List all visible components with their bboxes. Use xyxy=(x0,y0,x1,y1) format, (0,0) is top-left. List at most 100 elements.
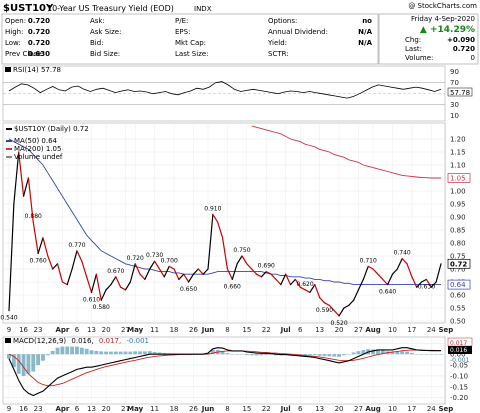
macd-hist-bar xyxy=(11,354,16,368)
x-tick-label: 6 xyxy=(298,326,303,334)
price-segment xyxy=(42,237,49,257)
x-tick-label: 11 xyxy=(150,405,159,413)
macd-signal-line xyxy=(8,349,441,387)
price-segment xyxy=(18,151,25,197)
price-segment xyxy=(168,265,175,270)
quote-label: EPS: xyxy=(175,28,190,36)
price-segment xyxy=(391,268,398,275)
macd-hist-bar xyxy=(21,354,26,376)
price-segment xyxy=(13,151,20,205)
macd-hist-bar xyxy=(322,354,327,357)
quote-box xyxy=(1,13,379,65)
macd-hist-bar xyxy=(89,350,94,355)
macd-hist-bar xyxy=(108,351,113,355)
ma50-line xyxy=(8,138,441,286)
x-tick-label: 9 xyxy=(7,326,11,334)
quote-value: N/A xyxy=(358,28,372,36)
price-segment xyxy=(319,297,326,304)
x-tick-label: 20 xyxy=(335,405,344,413)
quote-label: Mkt Cap: xyxy=(175,39,206,47)
price-segment xyxy=(110,276,117,286)
macd-hist-bar xyxy=(361,350,366,355)
x-tick-label: 18 xyxy=(170,405,179,413)
price-segment xyxy=(328,304,335,312)
price-segment xyxy=(183,273,190,283)
quote-label: Annual Dividend: xyxy=(268,28,328,36)
macd-hist-bar xyxy=(341,354,346,356)
quote-value: 0.720 xyxy=(28,39,50,47)
macd-hist-bar xyxy=(220,350,225,355)
ma200-line xyxy=(251,125,441,179)
macd-hist-bar xyxy=(118,351,123,355)
macd-hist-bar xyxy=(395,351,400,355)
price-segment xyxy=(435,263,442,283)
price-segment xyxy=(37,237,44,254)
price-segment xyxy=(217,221,224,239)
price-tick-label: 0.50 xyxy=(450,318,466,326)
macd-hist-bar xyxy=(94,350,99,355)
price-segment xyxy=(197,268,204,275)
price-data-label: 0.740 xyxy=(394,250,411,257)
x-tick-label: 6 xyxy=(75,405,80,413)
price-data-label: 0.750 xyxy=(233,247,250,254)
macd-hist-bar xyxy=(36,354,41,366)
summary-box xyxy=(378,13,479,65)
value-tag-text: 1.05 xyxy=(450,175,466,183)
quote-value: no xyxy=(362,17,372,25)
x-tick-label: 15 xyxy=(242,326,251,334)
x-tick-label: 20 xyxy=(335,326,344,334)
quote-label: Prev Close: xyxy=(5,50,44,58)
price-segment xyxy=(90,273,97,293)
quote-label: High: xyxy=(5,28,23,36)
price-segment xyxy=(212,213,219,223)
x-tick-label: 22 xyxy=(262,326,271,334)
price-tick-label: 0.55 xyxy=(450,305,466,313)
price-frame xyxy=(2,122,446,324)
price-data-label: 0.710 xyxy=(360,257,377,264)
macd-hist-bar xyxy=(31,354,36,372)
macd-hist-bar xyxy=(405,351,409,355)
x-tick-label: 15 xyxy=(242,405,251,413)
quote-label: Bid: xyxy=(90,39,104,47)
price-segment xyxy=(280,273,287,286)
x-tick-label: Apr xyxy=(55,405,69,413)
macd-value-line: 0.016, xyxy=(71,337,93,345)
macd-legend-icon xyxy=(5,338,11,343)
quote-label: Yield: xyxy=(267,39,287,47)
x-tick-label: 27 xyxy=(354,326,363,334)
price-segment xyxy=(66,268,73,286)
legend-price: $UST10Y (Daily) 0.72 xyxy=(14,125,89,133)
macd-hist-bar xyxy=(152,352,157,355)
x-tick-label: Sep xyxy=(438,326,453,334)
price-segment xyxy=(348,299,355,306)
macd-hist-bar xyxy=(264,354,269,356)
price-data-label: 0.520 xyxy=(330,320,347,327)
price-segment xyxy=(367,265,374,270)
price-segment xyxy=(338,307,345,317)
macd-label-prefix: MACD(12,26,9) xyxy=(13,337,66,345)
macd-hist-bar xyxy=(60,346,65,355)
legend-volume: Volume undef xyxy=(14,153,63,161)
price-tick-label: 0.95 xyxy=(450,201,466,209)
macd-hist-bar xyxy=(138,351,142,355)
macd-frame xyxy=(2,336,446,405)
price-data-label: 0.620 xyxy=(296,281,313,288)
change-label: Chg: xyxy=(405,36,421,44)
macd-hist-bar xyxy=(269,354,274,355)
price-segment xyxy=(285,273,292,286)
macd-hist-bar xyxy=(99,351,104,355)
rsi-label: RSI(14) 57.78 xyxy=(13,66,61,74)
price-data-label: 0.910 xyxy=(204,205,221,212)
price-segment xyxy=(241,255,248,265)
rsi-tick-label: 10 xyxy=(450,112,459,120)
x-tick-label: 20 xyxy=(102,405,111,413)
x-tick-label: 20 xyxy=(102,326,111,334)
price-segment xyxy=(32,221,39,254)
price-data-label: 0.640 xyxy=(379,289,396,296)
macd-hist-bar xyxy=(225,353,230,355)
macd-hist-bar xyxy=(249,354,254,356)
symbol-title: $UST10Y xyxy=(3,3,54,14)
macd-tick-label: -0.20 xyxy=(450,394,468,402)
x-tick-label: 8 xyxy=(225,326,229,334)
